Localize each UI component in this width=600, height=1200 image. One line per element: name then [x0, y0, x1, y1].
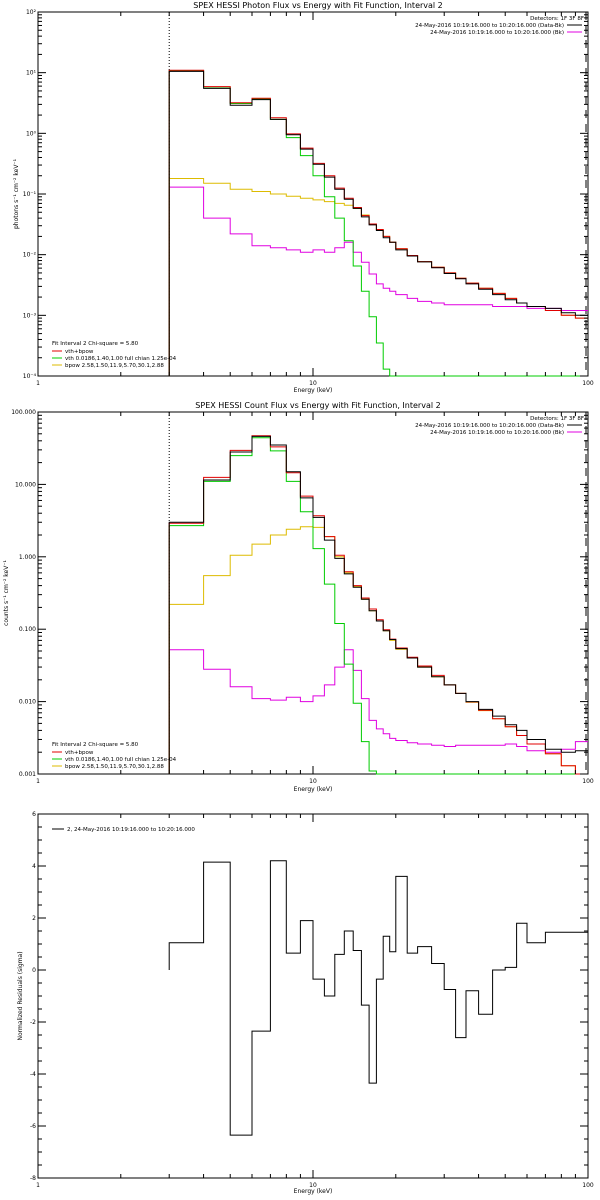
count-legend-bk: 24-May-2016 10:19:16.000 to 10:20:16.000…: [430, 430, 564, 436]
photon-y-tick-label: 10⁰: [26, 130, 37, 137]
count-x-tick-label: 10: [309, 778, 317, 785]
residuals-legend-label: 2, 24-May-2016 10:19:16.000 to 10:20:16.…: [67, 827, 195, 833]
residuals-y-tick-label: 6: [32, 811, 36, 818]
photon-fit-label-total: vth+bpow: [65, 349, 94, 355]
count-y-axis-label: counts s⁻¹ cm⁻² keV⁻¹: [3, 560, 10, 626]
photon-y-axis-label: photons s⁻¹ cm⁻² keV⁻¹: [13, 158, 20, 229]
photon-flux-panel: SPEX HESSI Photon Flux vs Energy with Fi…: [13, 1, 594, 394]
count-series-background: [168, 649, 588, 774]
residuals-x-tick-label: 10: [309, 1182, 317, 1189]
photon-y-tick-label: 10⁻⁴: [23, 373, 37, 380]
count-x-tick-label: 100: [582, 778, 594, 785]
count-y-tick-label: 0.001: [19, 771, 36, 778]
photon-series-data: [168, 70, 588, 376]
residuals-x-tick-label: 1: [36, 1182, 40, 1189]
photon-y-tick-label: 10⁻¹: [23, 191, 37, 198]
count-x-axis-label: Energy (keV): [294, 786, 333, 793]
residuals-x-axis-label: Energy (keV): [294, 1188, 333, 1195]
count-legend-data-bk: 24-May-2016 10:19:16.000 to 10:20:16.000…: [415, 423, 564, 429]
residuals-x-tick-label: 100: [582, 1182, 594, 1189]
photon-plot-frame: [37, 11, 589, 377]
photon-x-tick-label: 100: [582, 380, 594, 387]
photon-y-tick-label: 10¹: [26, 70, 37, 77]
count-y-tick-label: 10.000: [15, 481, 36, 488]
count-x-tick-label: 1: [36, 778, 40, 785]
residuals-y-tick-label: -2: [30, 1019, 36, 1026]
residuals-y-tick-label: 2: [32, 915, 36, 922]
count-y-tick-label: 1.000: [19, 554, 36, 561]
count-series-data: [168, 435, 588, 774]
residuals-y-tick-label: -6: [30, 1123, 36, 1130]
count-y-tick-label: 0.010: [19, 699, 36, 706]
residuals-panel: 1 10 100 -8 -6 -4 -2 0 2 4 6 2, 24-May-2016 10:19:…: [17, 811, 594, 1195]
residuals-y-axis-label: Normalized Residuals (sigma): [17, 951, 24, 1040]
count-fit-label-bpow: bpow 2.58,1.50,11.9,5.70,30.1,2.88: [65, 764, 164, 770]
photon-x-axis-label: Energy (keV): [294, 387, 333, 394]
photon-y-tick-label: 10⁻³: [23, 312, 37, 319]
residuals-y-tick-label: 4: [32, 863, 36, 870]
count-fit-label-total: vth+bpow: [65, 750, 94, 756]
count-y-tick-label: 0.100: [19, 626, 36, 633]
residuals-series-residuals: [168, 860, 588, 1136]
photon-x-tick-label: 10: [309, 380, 317, 387]
photon-chart-title: SPEX HESSI Photon Flux vs Energy with Fi…: [193, 1, 443, 10]
photon-legend-bk: 24-May-2016 10:19:16.000 to 10:20:16.000…: [430, 30, 564, 36]
count-series-vth-bpow: [168, 435, 588, 775]
count-detectors-label: Detectors: 1F 3F 8F: [530, 416, 584, 422]
photon-fit-label-vth: vth 0.0186,1.40,1.00 full chian 1.25e-04: [65, 356, 177, 362]
photon-fit-line: Fit Interval 2 Chi-square = 5.80: [52, 341, 139, 347]
count-y-tick-label: 100.000: [11, 409, 36, 416]
photon-series-bpow: [168, 178, 588, 376]
residuals-y-tick-label: 0: [32, 967, 36, 974]
count-fit-line: Fit Interval 2 Chi-square = 5.80: [52, 742, 139, 748]
photon-series-vth: [168, 70, 588, 377]
residuals-plot-frame: [37, 813, 589, 1179]
photon-legend-data-bk: 24-May-2016 10:19:16.000 to 10:20:16.000…: [415, 23, 564, 29]
count-series-bpow: [168, 526, 588, 775]
photon-y-tick-label: 10²: [26, 9, 37, 16]
residuals-y-tick-label: -4: [30, 1071, 36, 1078]
count-flux-panel: SPEX HESSI Count Flux vs Energy with Fit…: [3, 401, 594, 793]
count-series-vth: [168, 437, 588, 775]
photon-fit-label-bpow: bpow 2.58,1.50,11.9,5.70,30.1,2.88: [65, 363, 164, 369]
count-chart-title: SPEX HESSI Count Flux vs Energy with Fit…: [195, 401, 440, 410]
photon-x-tick-label: 1: [36, 380, 40, 387]
count-fit-label-vth: vth 0.0186,1.40,1.00 full chian 1.25e-04: [65, 757, 177, 763]
photon-detectors-label: Detectors: 1F 3F 8F: [530, 16, 584, 22]
photon-y-tick-label: 10⁻²: [23, 252, 37, 259]
residuals-y-tick-label: -8: [30, 1175, 36, 1182]
photon-series-vth-bpow: [168, 69, 588, 376]
photon-series-background: [168, 186, 588, 376]
